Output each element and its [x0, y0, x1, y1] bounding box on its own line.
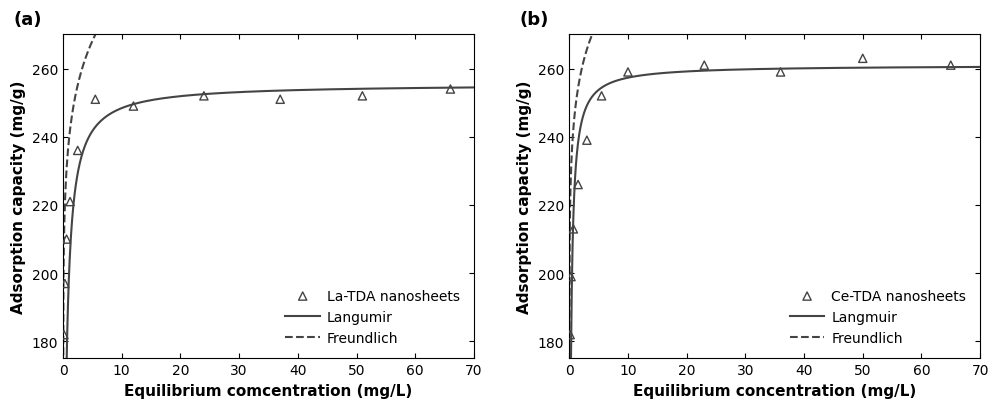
Freundlich	[563, 404, 575, 409]
La-TDA nanosheets	[442, 87, 458, 93]
La-TDA nanosheets	[87, 97, 103, 103]
Legend: Ce-TDA nanosheets, Langmuir, Freundlich: Ce-TDA nanosheets, Langmuir, Freundlich	[783, 282, 973, 352]
Line: Freundlich: Freundlich	[63, 0, 474, 409]
Ce-TDA nanosheets	[579, 137, 595, 144]
Line: Freundlich: Freundlich	[569, 0, 980, 406]
La-TDA nanosheets	[56, 332, 72, 338]
Ce-TDA nanosheets	[773, 70, 789, 76]
Line: Langmuir: Langmuir	[569, 68, 980, 409]
Ce-TDA nanosheets	[943, 63, 959, 69]
Legend: La-TDA nanosheets, Langumir, Freundlich: La-TDA nanosheets, Langumir, Freundlich	[278, 282, 467, 352]
La-TDA nanosheets	[354, 93, 370, 100]
La-TDA nanosheets	[125, 103, 141, 110]
Langumir	[385, 87, 397, 92]
Y-axis label: Adsorption capacity (mg/g): Adsorption capacity (mg/g)	[11, 81, 26, 313]
Ce-TDA nanosheets	[562, 332, 578, 338]
Langmuir	[744, 67, 756, 72]
Langumir	[468, 86, 480, 91]
Ce-TDA nanosheets	[563, 274, 579, 280]
Langmuir	[891, 66, 903, 71]
Ce-TDA nanosheets	[855, 56, 871, 63]
Langmuir	[884, 66, 896, 71]
Langmuir	[845, 66, 857, 71]
X-axis label: Equilibrium concentration (mg/L): Equilibrium concentration (mg/L)	[633, 383, 916, 398]
X-axis label: Equilibrium comcentration (mg/L): Equilibrium comcentration (mg/L)	[124, 383, 413, 398]
Langmuir	[974, 65, 986, 70]
Line: Langumir: Langumir	[63, 88, 474, 409]
Ce-TDA nanosheets	[565, 226, 581, 233]
Freundlich	[99, 16, 111, 20]
La-TDA nanosheets	[59, 236, 75, 243]
Langumir	[238, 90, 250, 95]
Y-axis label: Adsorption capacity (mg/g): Adsorption capacity (mg/g)	[517, 81, 532, 313]
La-TDA nanosheets	[57, 281, 73, 287]
Ce-TDA nanosheets	[620, 70, 636, 76]
La-TDA nanosheets	[196, 93, 212, 100]
Ce-TDA nanosheets	[570, 182, 586, 188]
Ce-TDA nanosheets	[696, 63, 712, 69]
La-TDA nanosheets	[70, 148, 86, 154]
Langumir	[339, 88, 351, 92]
Langumir	[377, 87, 389, 92]
La-TDA nanosheets	[272, 97, 288, 103]
Text: (b): (b)	[520, 11, 549, 29]
Langmuir	[605, 81, 617, 86]
La-TDA nanosheets	[62, 199, 78, 205]
Langmuir	[729, 68, 741, 73]
Langumir	[99, 116, 111, 121]
Ce-TDA nanosheets	[594, 93, 610, 100]
Freundlich	[605, 0, 617, 2]
Text: (a): (a)	[14, 11, 42, 29]
Langumir	[223, 91, 235, 96]
